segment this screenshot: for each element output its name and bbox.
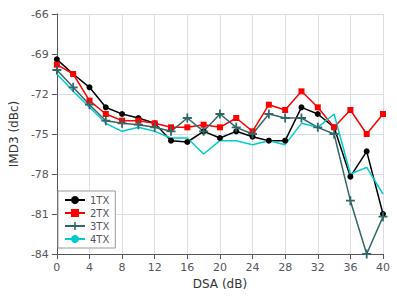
svg-text:-75: -75 bbox=[31, 128, 49, 141]
svg-text:36: 36 bbox=[343, 261, 357, 274]
svg-text:3TX: 3TX bbox=[90, 221, 109, 232]
svg-text:-69: -69 bbox=[31, 48, 49, 61]
svg-text:20: 20 bbox=[213, 261, 227, 274]
svg-text:-84: -84 bbox=[31, 248, 49, 261]
svg-text:24: 24 bbox=[246, 261, 260, 274]
svg-text:40: 40 bbox=[376, 261, 390, 274]
svg-text:IMD3 (dBc): IMD3 (dBc) bbox=[7, 101, 21, 167]
svg-text:32: 32 bbox=[311, 261, 325, 274]
svg-text:4: 4 bbox=[86, 261, 93, 274]
svg-text:12: 12 bbox=[148, 261, 162, 274]
svg-text:DSA (dB): DSA (dB) bbox=[193, 277, 247, 291]
svg-text:2TX: 2TX bbox=[90, 208, 109, 219]
svg-text:-78: -78 bbox=[31, 168, 49, 181]
svg-text:-66: -66 bbox=[31, 8, 49, 21]
svg-text:8: 8 bbox=[119, 261, 126, 274]
svg-text:28: 28 bbox=[278, 261, 292, 274]
svg-text:0: 0 bbox=[53, 261, 60, 274]
svg-text:16: 16 bbox=[180, 261, 194, 274]
svg-text:-81: -81 bbox=[31, 208, 49, 221]
svg-text:-72: -72 bbox=[31, 88, 49, 101]
svg-text:1TX: 1TX bbox=[90, 195, 109, 206]
svg-text:4TX: 4TX bbox=[90, 234, 109, 245]
